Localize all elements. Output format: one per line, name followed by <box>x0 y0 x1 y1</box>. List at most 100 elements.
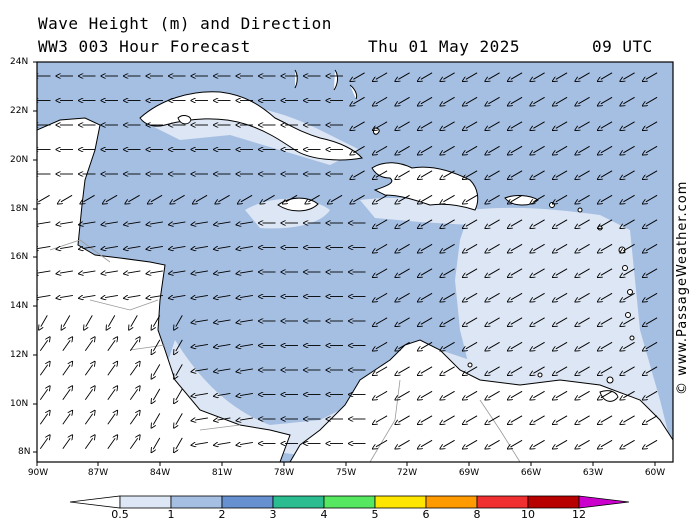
wave-arrow <box>578 341 590 349</box>
wave-arrow <box>511 194 523 202</box>
land-central-america <box>37 117 291 462</box>
wave-arrow <box>601 341 613 349</box>
wave-arrow <box>398 268 410 276</box>
wave-arrow <box>511 121 523 129</box>
wave-arrow <box>466 317 478 325</box>
wave-arrow <box>556 243 568 251</box>
wave-arrow <box>39 438 47 450</box>
wave-arrow <box>601 439 613 447</box>
colorbar-swatch <box>272 495 325 509</box>
wave-arrow <box>511 243 523 251</box>
colorbar-label: 8 <box>473 508 481 521</box>
wave-arrow <box>421 170 433 178</box>
wave-arrow <box>443 439 455 447</box>
wave-arrow <box>83 222 96 224</box>
wave-arrow <box>556 415 568 423</box>
wave-arrow <box>195 295 208 297</box>
wave-arrow <box>533 317 545 325</box>
colorbar-label: 1 <box>167 508 175 521</box>
wave-arrow <box>331 194 343 202</box>
wave-arrow <box>176 364 183 375</box>
colorbar-label: 12 <box>572 508 586 521</box>
wave-arrow <box>601 170 613 178</box>
wave-arrow <box>443 366 455 374</box>
wave-arrow <box>240 320 253 322</box>
wave-arrow <box>646 292 658 300</box>
wave-arrow <box>623 317 635 325</box>
wave-arrow <box>218 442 231 444</box>
wave-arrow <box>443 415 455 423</box>
wave-arrow <box>466 366 478 374</box>
wave-arrow <box>105 246 118 248</box>
wave-arrow <box>398 415 410 423</box>
wave-arrow <box>398 121 410 129</box>
wave-arrow <box>131 315 138 326</box>
wave-arrow <box>466 96 478 104</box>
wave-arrow <box>421 72 433 80</box>
wave-arrow <box>128 295 141 297</box>
wave-arrow <box>421 415 433 423</box>
wave-arrow <box>601 96 613 104</box>
wave-arrow <box>646 121 658 129</box>
wave-arrow <box>646 243 658 251</box>
wave-arrow <box>84 340 92 352</box>
wave-arrow <box>173 295 186 297</box>
wave-arrow <box>105 295 118 297</box>
colorbar-swatch <box>323 495 376 509</box>
wave-arrow <box>218 393 231 395</box>
colorbar-label: 0.5 <box>111 508 129 521</box>
wave-arrow <box>218 271 231 273</box>
wave-arrow <box>107 340 115 352</box>
wave-arrow <box>38 222 51 224</box>
wave-arrow <box>39 414 47 425</box>
wave-arrow <box>623 415 635 423</box>
wave-arrow <box>443 145 455 153</box>
wave-arrow <box>353 170 365 178</box>
wave-arrow <box>60 271 73 273</box>
wave-arrow <box>153 413 161 424</box>
wave-arrow <box>533 292 545 300</box>
wave-arrow <box>488 317 500 325</box>
lat-label: 24N <box>10 57 29 67</box>
wave-arrow <box>421 317 433 325</box>
credit-watermark: © www.PassageWeather.com <box>675 180 690 395</box>
wave-arrow <box>578 170 590 178</box>
wave-arrow <box>466 390 478 398</box>
wave-arrow <box>466 121 478 129</box>
wave-arrow <box>443 219 455 227</box>
wave-arrow <box>533 243 545 251</box>
lon-label: 69W <box>458 468 480 478</box>
wave-arrow <box>39 389 47 401</box>
wave-arrow <box>488 415 500 423</box>
lon-label: 84W <box>149 468 171 478</box>
wave-arrow <box>84 414 92 425</box>
wave-arrow <box>353 96 365 104</box>
wave-arrow <box>488 96 500 104</box>
wave-arrow <box>38 271 51 273</box>
wave-arrow <box>578 415 590 423</box>
wave-arrow <box>556 72 568 80</box>
wave-arrow <box>646 194 658 202</box>
wave-arrow <box>578 194 590 202</box>
wave-arrow <box>106 194 118 202</box>
wave-arrow <box>107 414 115 425</box>
wave-arrow <box>376 121 388 129</box>
wave-arrow <box>646 317 658 325</box>
wave-arrow <box>646 145 658 153</box>
wave-arrow <box>556 121 568 129</box>
wave-arrow <box>38 295 51 297</box>
wave-arrow <box>61 194 73 202</box>
wave-arrow <box>601 194 613 202</box>
lon-label: 81W <box>211 468 233 478</box>
land-south-america <box>289 339 673 462</box>
wave-arrow <box>83 194 95 202</box>
wave-arrow <box>443 170 455 178</box>
wave-arrow <box>578 317 590 325</box>
colorbar-swatch <box>527 495 580 509</box>
wave-arrow <box>533 390 545 398</box>
lon-label: 63W <box>582 468 604 478</box>
wave-arrow <box>376 96 388 104</box>
wave-arrow <box>107 389 115 401</box>
wave-arrow <box>376 243 388 251</box>
wave-arrow <box>601 317 613 325</box>
